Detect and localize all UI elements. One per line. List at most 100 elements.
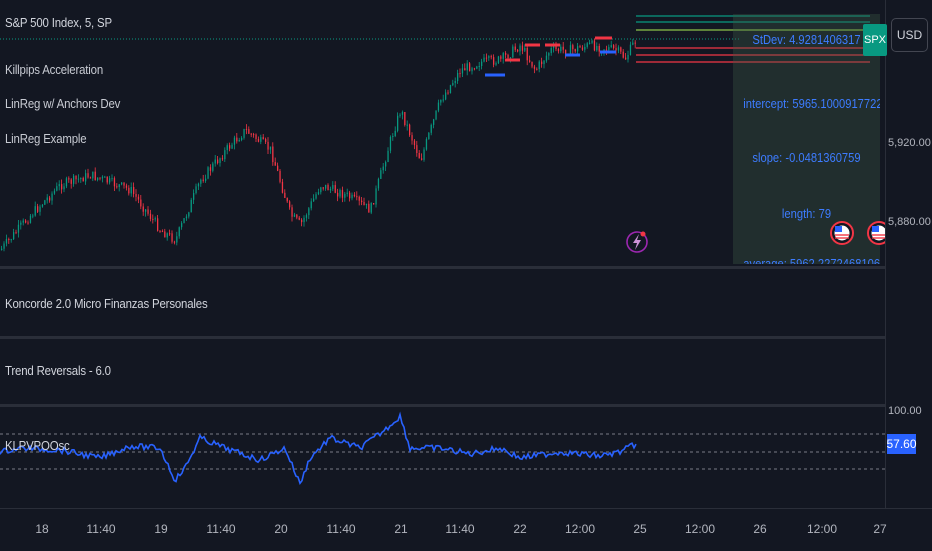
candle-body [572, 45, 574, 50]
pane-separator[interactable] [0, 336, 932, 339]
candle-body [320, 187, 322, 193]
candle-body [214, 159, 216, 164]
candle-body [173, 241, 176, 243]
candle-body [111, 178, 113, 180]
candle-body [469, 63, 471, 72]
candle-body [63, 186, 65, 190]
candle-body [483, 57, 485, 62]
candle-body [171, 233, 173, 242]
candle-body [358, 196, 360, 201]
candle-body [109, 178, 111, 183]
oscillator-canvas[interactable] [0, 408, 885, 500]
candle-body [452, 83, 454, 86]
candle-body [10, 239, 12, 241]
candle-body [89, 177, 92, 179]
legend-linreg-anchors[interactable]: LinReg w/ Anchors Dev [5, 96, 121, 111]
osc-axis-label-100: 100.00 [888, 405, 922, 417]
candle-body [517, 49, 519, 52]
symbol-badge: SPX [863, 24, 887, 56]
candle-body [145, 209, 147, 212]
candle-body [197, 183, 200, 187]
candle-body [123, 182, 125, 186]
legend-killpips-acceleration[interactable]: Killpips Acceleration [5, 62, 104, 77]
koncorde-pane[interactable]: Koncorde 2.0 Micro Finanzas Personales [0, 270, 885, 336]
candle-body [154, 218, 156, 220]
pane-separator[interactable] [0, 404, 932, 407]
candle-body [327, 184, 329, 191]
candle-body [538, 61, 540, 70]
candle-body [75, 175, 77, 180]
candle-body [586, 43, 588, 47]
candle-body [296, 214, 298, 218]
candle-body [591, 40, 593, 43]
candle-body [389, 136, 392, 151]
currency-button[interactable]: USD [891, 18, 928, 52]
pane-separator[interactable] [0, 266, 932, 269]
candle-body [442, 99, 444, 101]
candle-body [524, 47, 526, 51]
time-label: 25 [633, 522, 647, 536]
candle-body [507, 54, 509, 59]
candle-body [238, 140, 240, 142]
price-axis[interactable] [885, 0, 932, 508]
oscillator-pane[interactable]: KLPVPOOsc [0, 408, 885, 500]
candle-body [221, 158, 224, 160]
trend-reversals-pane[interactable]: Trend Reversals - 6.0 [0, 340, 885, 404]
candle-body [92, 171, 94, 179]
candle-body [99, 177, 101, 179]
candle-body [478, 66, 480, 68]
candle-body [310, 201, 312, 209]
candle-body [101, 176, 104, 179]
candle-body [365, 203, 368, 206]
candle-body [610, 45, 612, 48]
candle-body [529, 60, 531, 62]
candle-body [5, 239, 8, 244]
candle-body [231, 144, 233, 149]
stat-stdev: StDev: 4.9281406317 [752, 32, 861, 47]
candle-body [284, 192, 286, 198]
candle-body [157, 218, 159, 231]
candle-body [241, 137, 243, 141]
lightning-event-icon[interactable] [626, 231, 648, 253]
candle-body [113, 178, 116, 187]
oscillator-title[interactable]: KLPVPOOsc [5, 438, 70, 453]
candle-body [277, 165, 279, 171]
candle-body [459, 73, 461, 75]
candle-body [219, 158, 221, 164]
candle-body [164, 231, 166, 238]
time-label: 12:00 [684, 522, 716, 536]
candle-body [22, 220, 24, 223]
us-flag-event-icon[interactable] [830, 221, 854, 245]
candle-body [272, 146, 274, 163]
koncorde-indicator-title[interactable]: Koncorde 2.0 Micro Finanzas Personales [5, 296, 208, 311]
legend-linreg-example[interactable]: LinReg Example [5, 131, 87, 146]
candle-body [15, 232, 17, 234]
candle-body [185, 216, 188, 219]
candle-body [356, 196, 358, 198]
candle-body [497, 56, 500, 64]
candle-body [620, 47, 622, 52]
candle-body [281, 181, 284, 193]
candle-body [490, 56, 492, 58]
time-label: 11:40 [445, 522, 475, 536]
price-chart-pane[interactable]: S&P 500 Index, 5, SP Killpips Accelerati… [0, 0, 885, 266]
time-axis[interactable]: 18 11:40 19 11:40 20 11:40 21 11:40 22 1… [0, 508, 932, 551]
candle-body [495, 63, 497, 65]
candle-body [421, 158, 423, 160]
trend-reversals-title[interactable]: Trend Reversals - 6.0 [5, 363, 111, 378]
candle-body [308, 208, 310, 216]
us-flag-event-icon-2[interactable] [867, 221, 885, 245]
candle-body [485, 57, 488, 59]
candle-body [130, 187, 132, 194]
candle-body [505, 53, 507, 55]
legend-symbol[interactable]: S&P 500 Index, 5, SP [5, 15, 112, 30]
candle-body [533, 66, 536, 69]
candle-body [428, 132, 430, 140]
candle-body [346, 192, 348, 194]
time-label: 18 [35, 522, 49, 536]
candle-body [236, 137, 238, 142]
candle-body [521, 45, 524, 51]
price-chart-canvas[interactable] [0, 0, 885, 266]
candle-body [433, 119, 435, 125]
candle-body [128, 187, 130, 194]
